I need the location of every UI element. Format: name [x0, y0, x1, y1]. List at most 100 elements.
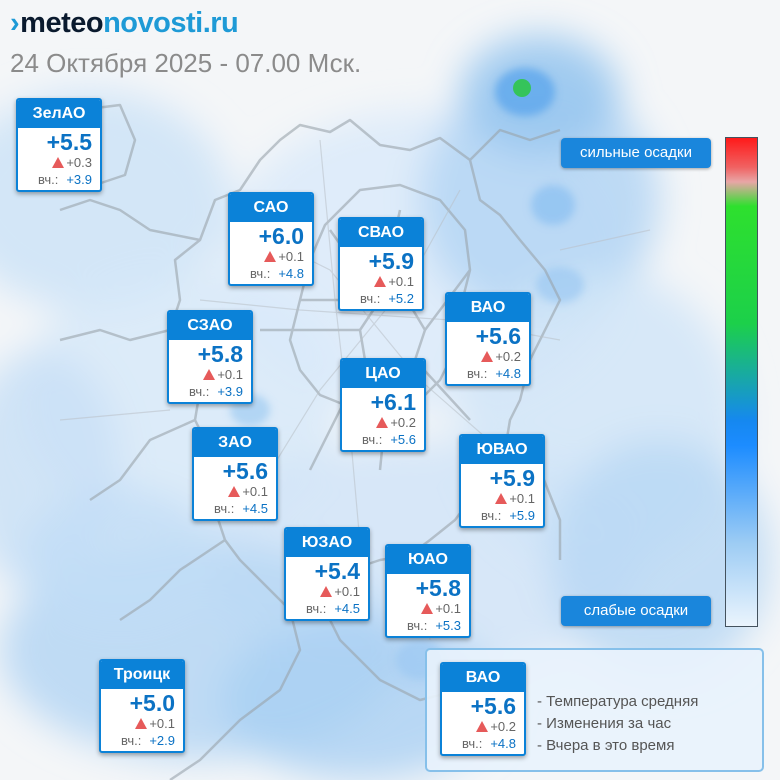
district-name: ВАО	[442, 664, 524, 692]
district-name: САО	[230, 194, 312, 222]
avg-temperature: +5.9	[489, 465, 535, 491]
district-name: ВАО	[447, 294, 529, 322]
yesterday-label: вч.:	[481, 508, 502, 523]
hourly-change: +0.1	[334, 584, 360, 599]
yesterday-temp: +2.9	[149, 733, 175, 748]
yesterday-temp: +5.9	[509, 508, 535, 523]
yesterday-temp: +5.6	[390, 432, 416, 447]
district-name: СЗАО	[169, 312, 251, 340]
avg-temperature: +5.0	[129, 690, 175, 716]
avg-temperature: +6.1	[370, 389, 416, 415]
district-card-yuao: ЮАО +5.8 +0.1 вч.: +5.3	[385, 544, 471, 638]
district-name: ЦАО	[342, 360, 424, 388]
district-name: ЮВАО	[461, 436, 543, 464]
yesterday-label: вч.:	[462, 736, 483, 751]
hourly-change: +0.3	[66, 155, 92, 170]
legend-items: - Температура средняя - Изменения за час…	[537, 691, 698, 757]
hourly-change: +0.1	[242, 484, 268, 499]
increase-arrow-icon	[374, 276, 387, 287]
yesterday-temp: +5.3	[435, 618, 461, 633]
yesterday-label: вч.:	[467, 366, 488, 381]
avg-temperature: +5.6	[222, 458, 268, 484]
avg-temperature: +5.6	[470, 693, 516, 719]
increase-arrow-icon	[52, 157, 65, 168]
weak-precipitation-label: слабые осадки	[561, 596, 711, 626]
yesterday-temp: +4.8	[495, 366, 521, 381]
yesterday-temp: +4.8	[278, 266, 304, 281]
legend-item-avg-temp: - Температура средняя	[537, 693, 699, 710]
yesterday-label: вч.:	[362, 432, 383, 447]
increase-arrow-icon	[376, 417, 389, 428]
legend-sample-card: ВАО +5.6 +0.2 вч.: +4.8	[440, 662, 526, 756]
hourly-change: +0.1	[509, 491, 535, 506]
site-logo[interactable]: ›meteonovosti.ru	[10, 6, 361, 40]
header: ›meteonovosti.ru 24 Октября 2025 - 07.00…	[10, 6, 361, 78]
intense-cell	[513, 79, 531, 97]
hourly-change: +0.1	[435, 601, 461, 616]
hourly-change: +0.1	[217, 367, 243, 382]
yesterday-temp: +5.2	[388, 291, 414, 306]
legend-item-hourly-change: - Изменения за час	[537, 715, 672, 732]
yesterday-temp: +3.9	[217, 384, 243, 399]
avg-temperature: +5.4	[314, 558, 360, 584]
district-name: ЗАО	[194, 429, 276, 457]
hourly-change: +0.1	[278, 249, 304, 264]
district-name: ЮЗАО	[286, 529, 368, 557]
avg-temperature: +6.0	[258, 223, 304, 249]
yesterday-label: вч.:	[38, 172, 59, 187]
district-name: ЮАО	[387, 546, 469, 574]
yesterday-label: вч.:	[189, 384, 210, 399]
yesterday-temp: +4.8	[490, 736, 516, 751]
yesterday-label: вч.:	[407, 618, 428, 633]
increase-arrow-icon	[135, 718, 148, 729]
district-card-yuzao: ЮЗАО +5.4 +0.1 вч.: +4.5	[284, 527, 370, 621]
logo-meteo: meteo	[20, 7, 104, 39]
district-card-vao: ВАО +5.6 +0.2 вч.: +4.8	[445, 292, 531, 386]
legend-item-yesterday: - Вчера в это время	[537, 737, 675, 754]
avg-temperature: +5.8	[415, 575, 461, 601]
logo-mark: ›	[10, 7, 20, 39]
legend: ВАО +5.6 +0.2 вч.: +4.8 - Температура сре…	[425, 648, 764, 772]
yesterday-label: вч.:	[121, 733, 142, 748]
district-name: ЗелАО	[18, 100, 100, 128]
precipitation-color-scale	[725, 137, 758, 627]
increase-arrow-icon	[320, 586, 333, 597]
district-card-zao: ЗАО +5.6 +0.1 вч.: +4.5	[192, 427, 278, 521]
district-name: Троицк	[101, 661, 183, 689]
increase-arrow-icon	[264, 251, 277, 262]
hourly-change: +0.1	[388, 274, 414, 289]
yesterday-temp: +4.5	[334, 601, 360, 616]
yesterday-temp: +4.5	[242, 501, 268, 516]
avg-temperature: +5.6	[475, 323, 521, 349]
yesterday-label: вч.:	[360, 291, 381, 306]
avg-temperature: +5.5	[46, 129, 92, 155]
hourly-change: +0.1	[149, 716, 175, 731]
increase-arrow-icon	[481, 351, 494, 362]
district-card-zelao: ЗелАО +5.5 +0.3 вч.: +3.9	[16, 98, 102, 192]
increase-arrow-icon	[228, 486, 241, 497]
hourly-change: +0.2	[390, 415, 416, 430]
logo-novosti: novosti.ru	[103, 7, 239, 39]
strong-precipitation-label: сильные осадки	[561, 138, 711, 168]
increase-arrow-icon	[476, 721, 489, 732]
yesterday-label: вч.:	[214, 501, 235, 516]
yesterday-label: вч.:	[250, 266, 271, 281]
yesterday-temp: +3.9	[66, 172, 92, 187]
hourly-change: +0.2	[495, 349, 521, 364]
increase-arrow-icon	[203, 369, 216, 380]
district-card-yuvao: ЮВАО +5.9 +0.1 вч.: +5.9	[459, 434, 545, 528]
district-card-cao: ЦАО +6.1 +0.2 вч.: +5.6	[340, 358, 426, 452]
district-card-svao: СВАО +5.9 +0.1 вч.: +5.2	[338, 217, 424, 311]
district-card-sao: САО +6.0 +0.1 вч.: +4.8	[228, 192, 314, 286]
forecast-datetime: 24 Октября 2025 - 07.00 Мск.	[10, 48, 362, 78]
district-card-szao: СЗАО +5.8 +0.1 вч.: +3.9	[167, 310, 253, 404]
hourly-change: +0.2	[490, 719, 516, 734]
avg-temperature: +5.8	[197, 341, 243, 367]
district-name: СВАО	[340, 219, 422, 247]
increase-arrow-icon	[495, 493, 508, 504]
district-card-troitsk: Троицк +5.0 +0.1 вч.: +2.9	[99, 659, 185, 753]
yesterday-label: вч.:	[306, 601, 327, 616]
increase-arrow-icon	[421, 603, 434, 614]
avg-temperature: +5.9	[368, 248, 414, 274]
